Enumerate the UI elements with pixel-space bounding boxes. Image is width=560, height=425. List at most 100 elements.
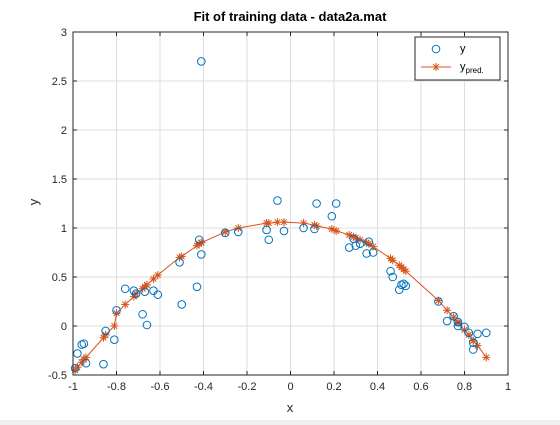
y-tick-label: 1 bbox=[61, 223, 67, 235]
data-point bbox=[386, 266, 395, 276]
x-tick-label: -1 bbox=[68, 381, 78, 393]
x-tick-label: 0.4 bbox=[370, 381, 385, 393]
data-point bbox=[394, 285, 404, 295]
data-point bbox=[355, 239, 365, 248]
y-tick-label: 2 bbox=[61, 125, 67, 137]
data-point bbox=[142, 320, 152, 330]
x-tick-label: 0.8 bbox=[457, 381, 472, 393]
data-point bbox=[70, 363, 80, 373]
data-point bbox=[197, 250, 206, 259]
data-point bbox=[460, 322, 469, 332]
data-point bbox=[449, 311, 458, 321]
prediction-point bbox=[332, 226, 341, 235]
data-point bbox=[368, 248, 378, 257]
prediction-point bbox=[401, 267, 410, 276]
data-point bbox=[153, 290, 163, 299]
data-point bbox=[112, 306, 121, 315]
legend-marker-pred bbox=[432, 63, 440, 71]
x-tick-label: 0.2 bbox=[326, 381, 341, 393]
prediction-point bbox=[279, 218, 288, 227]
data-point bbox=[81, 358, 91, 368]
prediction-point bbox=[388, 256, 397, 265]
data-point bbox=[331, 199, 341, 208]
chart-title: Fit of training data - data2a.mat bbox=[194, 9, 388, 24]
data-point bbox=[310, 224, 319, 234]
data-point bbox=[453, 317, 463, 327]
x-tick-label: 0 bbox=[287, 381, 293, 393]
legend-label-y: y bbox=[460, 43, 466, 55]
data-point bbox=[131, 289, 141, 298]
prediction-point bbox=[112, 309, 121, 318]
data-point bbox=[101, 326, 110, 336]
data-point bbox=[262, 225, 271, 235]
prediction-point bbox=[153, 271, 162, 280]
data-point bbox=[73, 349, 82, 358]
grid bbox=[72, 31, 509, 376]
data-point bbox=[273, 196, 282, 205]
data-point bbox=[197, 57, 206, 66]
data-point bbox=[327, 211, 337, 221]
data-point bbox=[468, 345, 478, 354]
data-point bbox=[299, 223, 308, 233]
x-tick-label: -0.8 bbox=[107, 381, 126, 393]
y-tick-label: -0.5 bbox=[48, 370, 67, 382]
data-point bbox=[453, 321, 463, 331]
data-point bbox=[129, 286, 139, 296]
data-point bbox=[468, 338, 478, 347]
y-tick-label: 1.5 bbox=[52, 174, 67, 186]
x-tick-label: -0.2 bbox=[238, 381, 257, 393]
data-point bbox=[110, 335, 119, 345]
x-tick-label: 0.6 bbox=[413, 381, 428, 393]
data-point bbox=[120, 284, 130, 294]
data-point bbox=[344, 243, 354, 252]
prediction-point bbox=[369, 242, 378, 251]
data-point bbox=[234, 227, 243, 237]
prediction-point bbox=[443, 306, 452, 315]
data-point bbox=[362, 249, 371, 258]
prediction-point bbox=[142, 280, 151, 289]
x-tick-label: -0.6 bbox=[151, 381, 170, 393]
data-point bbox=[434, 297, 443, 306]
data-point bbox=[140, 287, 150, 297]
data-point bbox=[175, 258, 184, 267]
data-point bbox=[364, 237, 374, 247]
data-point bbox=[79, 339, 89, 348]
data-point bbox=[464, 328, 474, 338]
data-point bbox=[312, 199, 321, 208]
y-axis-label: y bbox=[26, 198, 41, 205]
data-point bbox=[351, 241, 361, 250]
data-point bbox=[138, 309, 147, 319]
x-tick-label: 1 bbox=[505, 381, 511, 393]
legend-box bbox=[414, 36, 501, 81]
legend-marker-y bbox=[431, 44, 441, 54]
data-point bbox=[481, 328, 491, 338]
y-tick-label: 0 bbox=[61, 321, 67, 333]
prediction-point bbox=[110, 322, 119, 330]
data-point bbox=[442, 316, 452, 326]
x-tick-label: -0.4 bbox=[194, 381, 213, 393]
x-axis-label: x bbox=[287, 400, 294, 415]
plot-data bbox=[70, 57, 491, 375]
prediction-point bbox=[482, 353, 491, 362]
data-point bbox=[388, 272, 398, 282]
prediction-point bbox=[264, 219, 273, 228]
data-point bbox=[279, 226, 289, 236]
data-point bbox=[192, 282, 202, 292]
data-point bbox=[220, 228, 230, 238]
ticks: -1 -0.8 -0.6 -0.4 -0.2 0 0.2 0.4 0.6 0.8 1 -0.5 0 0.5… bbox=[48, 27, 511, 393]
data-point bbox=[177, 300, 187, 309]
prediction-point bbox=[121, 300, 130, 309]
y-tick-label: 2.5 bbox=[52, 76, 67, 88]
data-point bbox=[99, 359, 108, 369]
y-tick-label: 0.5 bbox=[52, 272, 67, 284]
y-tick-label: 3 bbox=[61, 27, 67, 39]
prediction-point bbox=[82, 353, 91, 362]
prediction-point bbox=[473, 341, 482, 350]
data-point bbox=[194, 235, 204, 245]
data-point bbox=[264, 235, 274, 245]
data-point bbox=[399, 279, 408, 289]
data-point bbox=[473, 329, 482, 339]
